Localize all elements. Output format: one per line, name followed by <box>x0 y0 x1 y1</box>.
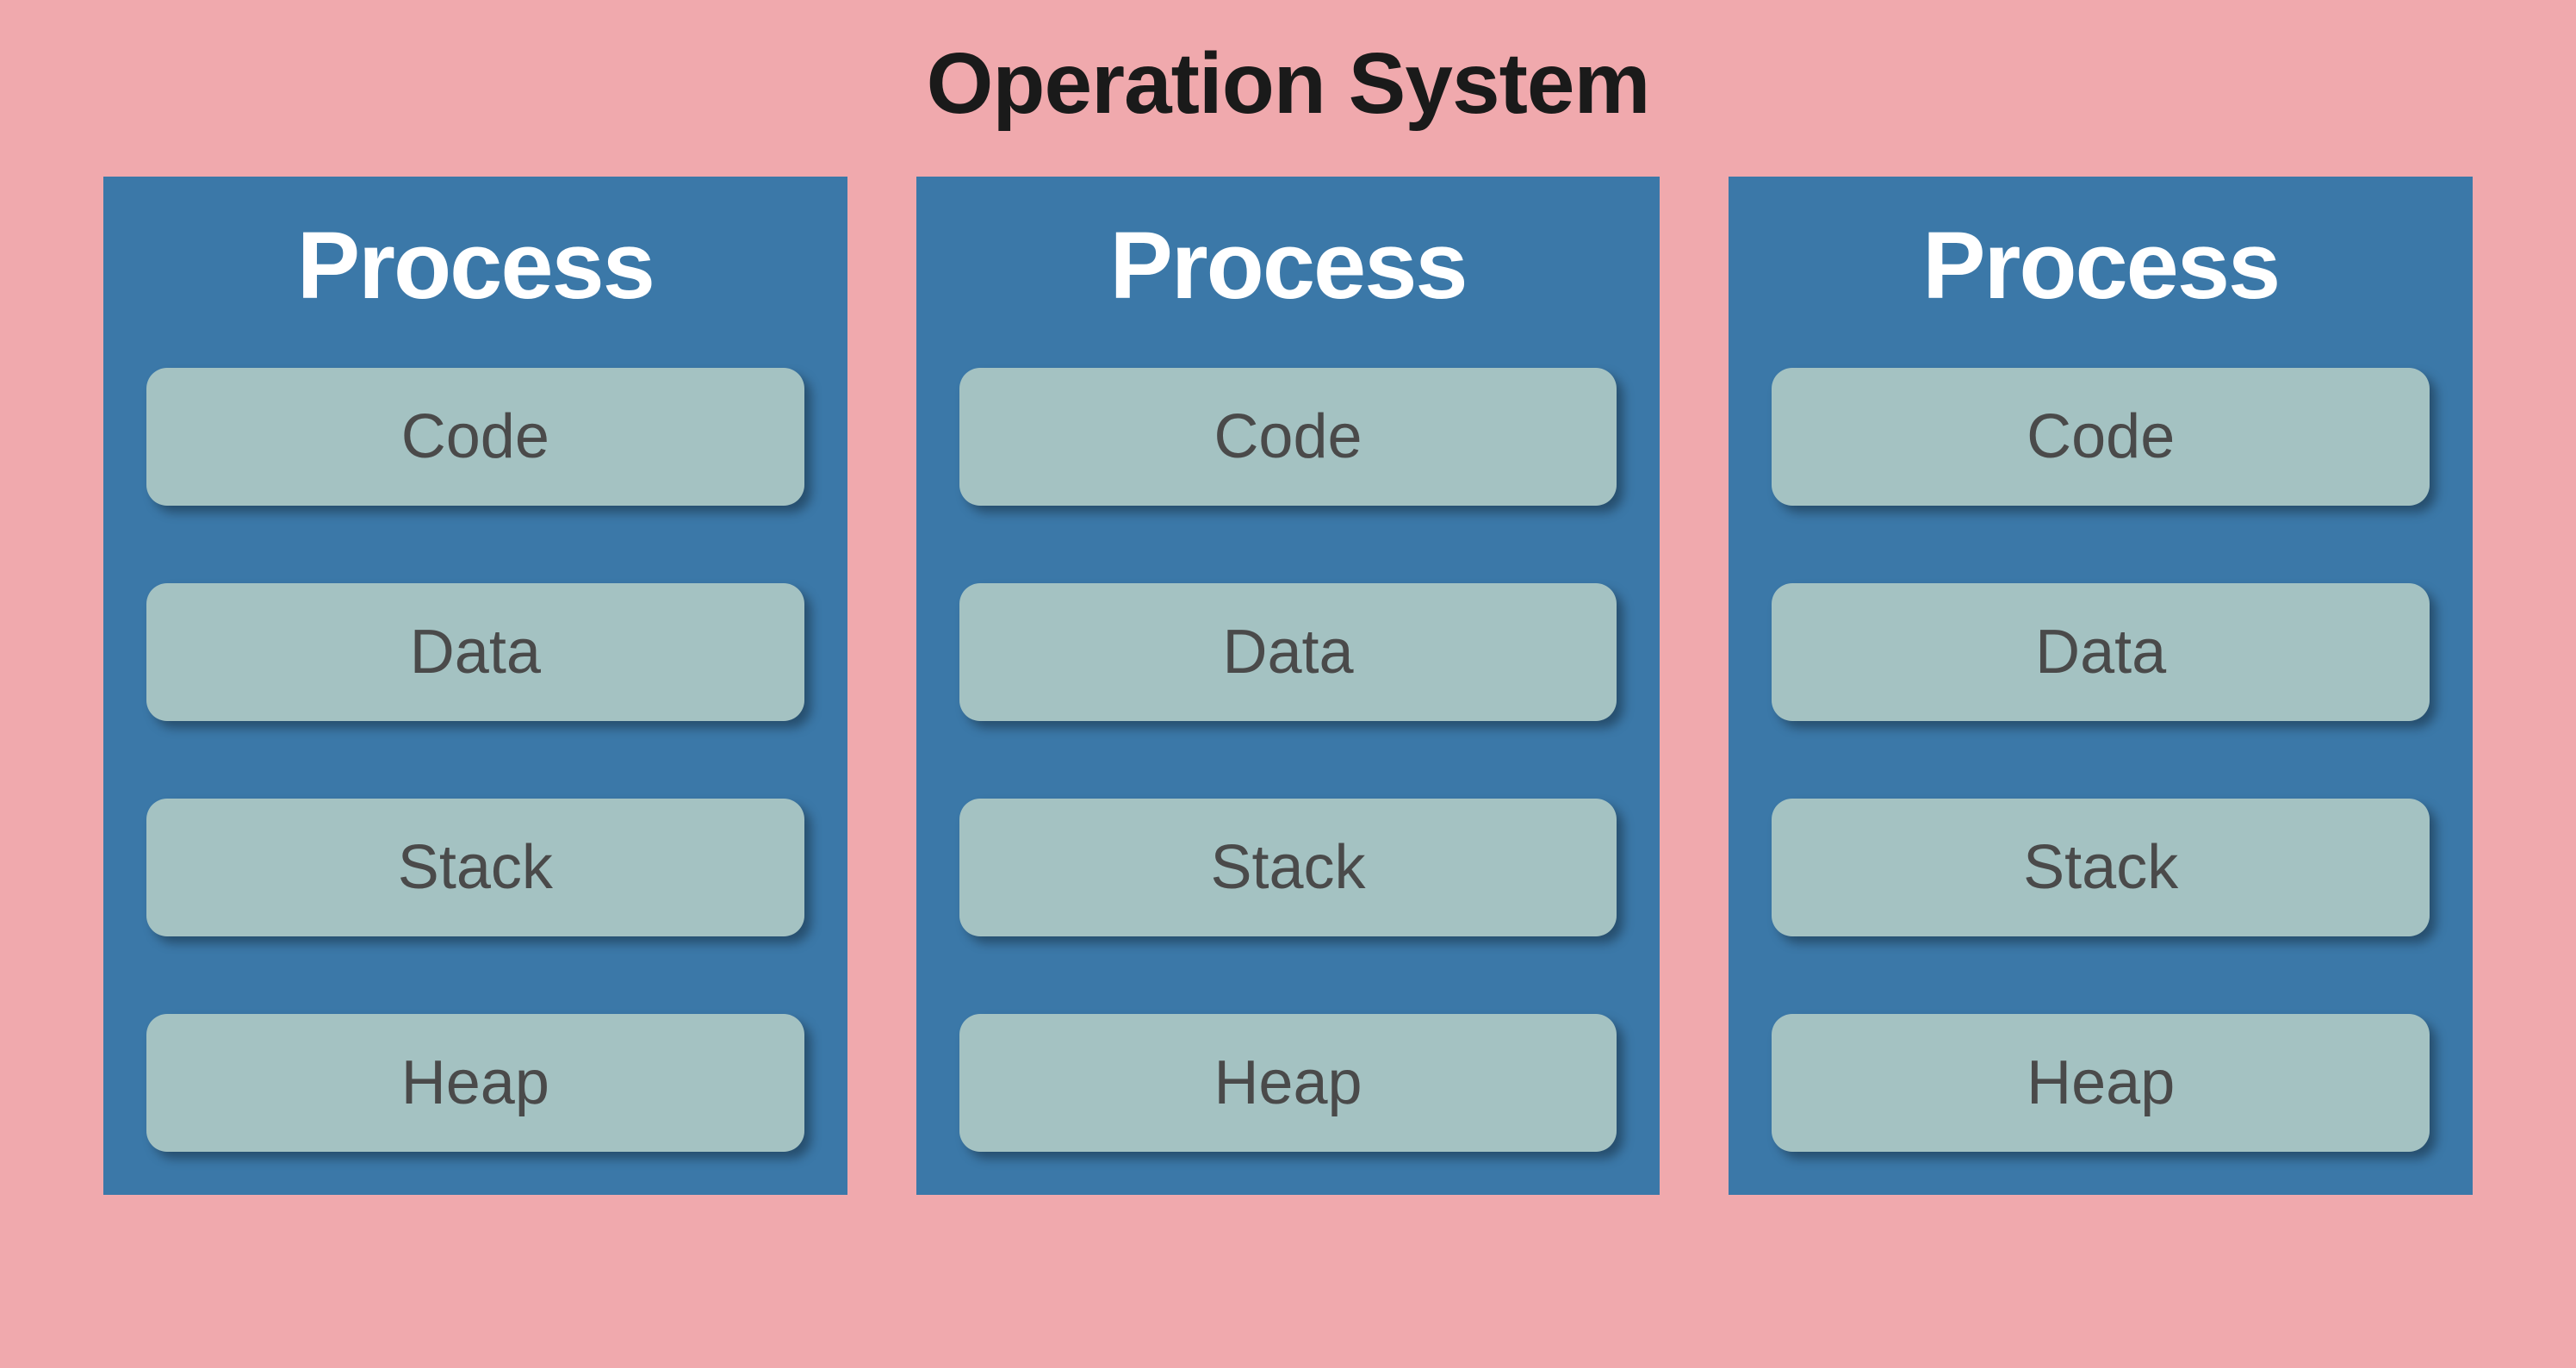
process-box: Process Code Data Stack Heap <box>1729 177 2473 1195</box>
segment-data: Data <box>146 583 804 721</box>
diagram-title: Operation System <box>927 34 1650 134</box>
segment-stack: Stack <box>959 799 1617 936</box>
segment-heap: Heap <box>146 1014 804 1152</box>
process-title: Process <box>297 211 654 320</box>
process-box: Process Code Data Stack Heap <box>916 177 1660 1195</box>
process-title: Process <box>1109 211 1466 320</box>
process-box: Process Code Data Stack Heap <box>103 177 847 1195</box>
process-title: Process <box>1922 211 2279 320</box>
segment-code: Code <box>959 368 1617 506</box>
segment-stack: Stack <box>146 799 804 936</box>
segment-code: Code <box>146 368 804 506</box>
segment-stack: Stack <box>1772 799 2430 936</box>
segment-code: Code <box>1772 368 2430 506</box>
segment-data: Data <box>959 583 1617 721</box>
segment-heap: Heap <box>1772 1014 2430 1152</box>
segment-heap: Heap <box>959 1014 1617 1152</box>
segment-data: Data <box>1772 583 2430 721</box>
processes-container: Process Code Data Stack Heap Process Cod… <box>0 177 2576 1195</box>
